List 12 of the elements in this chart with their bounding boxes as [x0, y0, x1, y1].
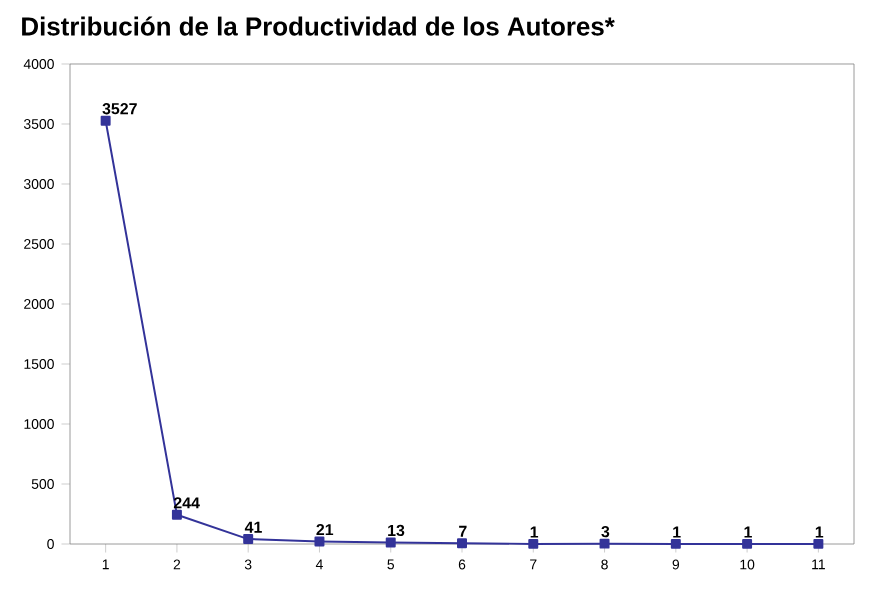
point [171, 509, 182, 520]
point [100, 115, 111, 126]
point [528, 538, 539, 549]
point [243, 534, 254, 545]
point [599, 538, 610, 549]
point [385, 537, 396, 548]
point [813, 538, 824, 549]
point [314, 536, 325, 547]
point [742, 538, 753, 549]
point [670, 538, 681, 549]
point [457, 538, 467, 549]
chart-title: Distribución de la Productividad de los Autores* [22, 16, 615, 36]
